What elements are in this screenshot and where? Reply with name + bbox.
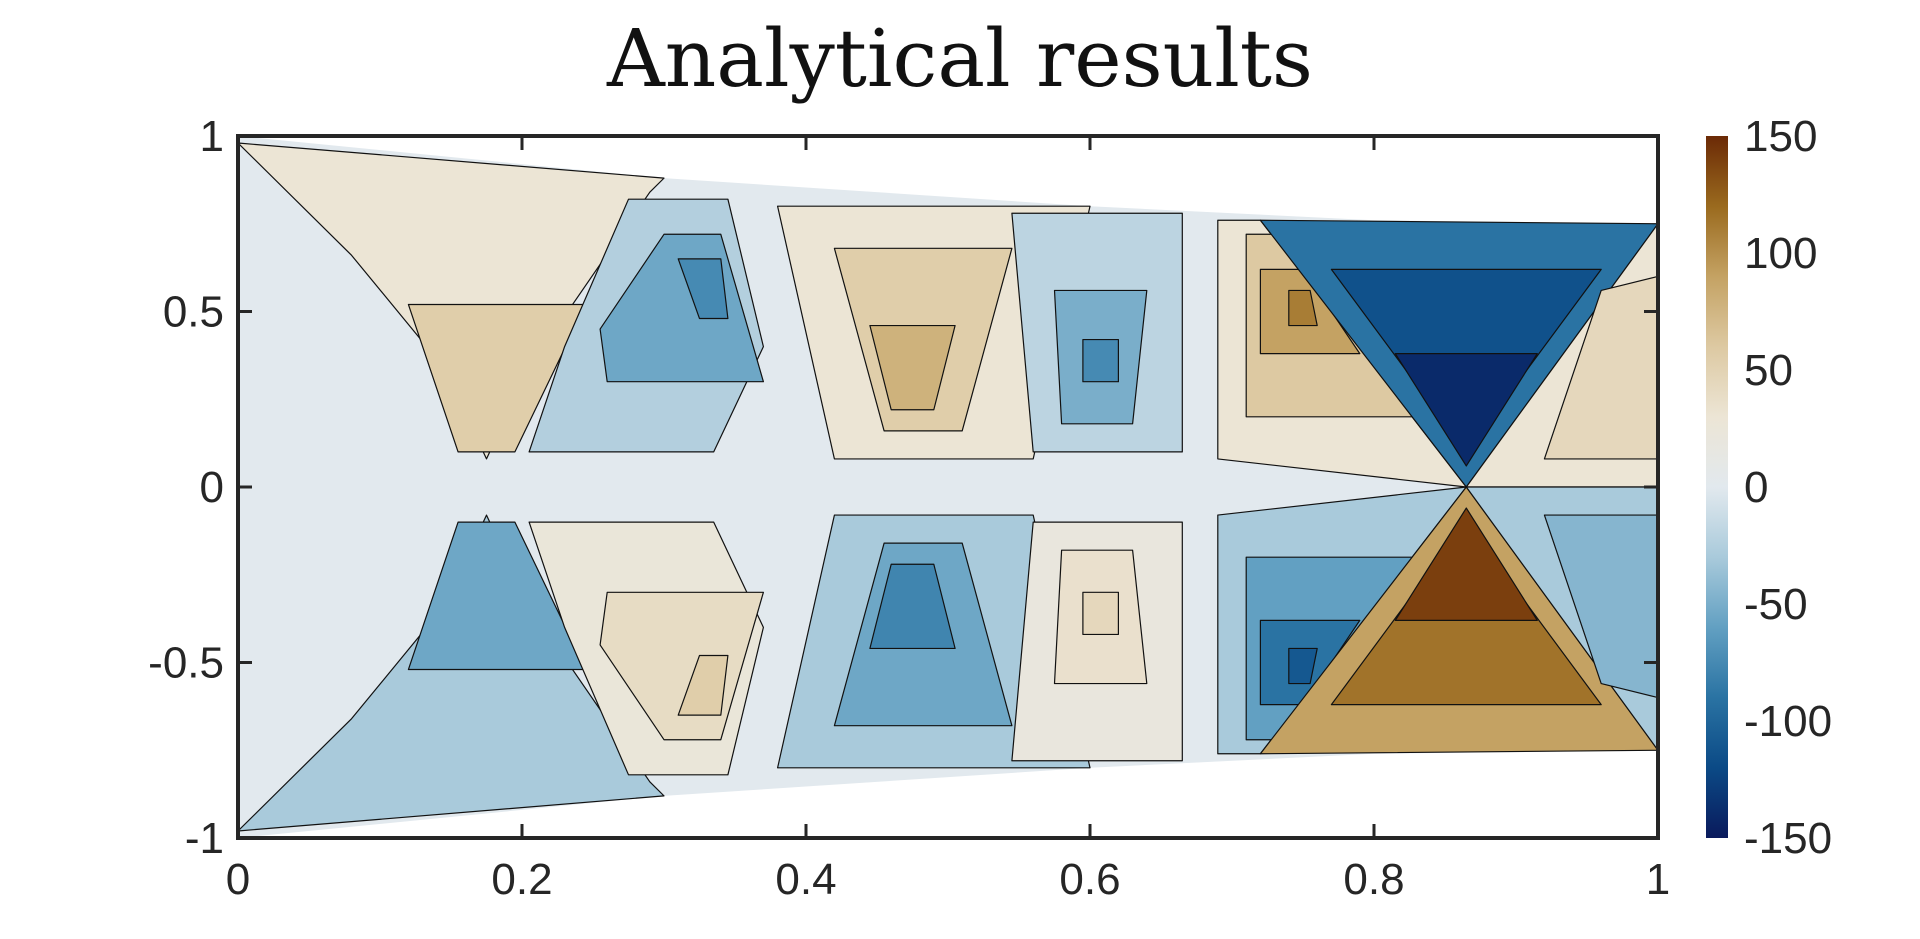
contour-region-17 [1394,353,1538,467]
x-tick-label: 0.8 [1343,855,1404,904]
contour-region-19 [1543,275,1658,460]
y-tick-label: 0 [200,463,224,512]
colorbar-tick-label: 150 [1744,112,1817,161]
contour-region-10 [1082,338,1120,383]
contour-region-4 [677,258,729,320]
colorbar-tick-label: -50 [1744,580,1808,629]
colorbar-tick-label: -100 [1744,697,1832,746]
contour-region-30 [1082,591,1120,636]
contour-region-27 [869,563,956,650]
y-tick-label: 0.5 [163,288,224,337]
x-tick-label: 0.6 [1059,855,1120,904]
x-tick-label: 0.2 [491,855,552,904]
y-tick-label: -0.5 [148,639,224,688]
contour-region-39 [1543,514,1658,699]
contour-region-34 [1288,647,1318,685]
y-tick-label: 1 [200,112,224,161]
axes-layer: 0 0.2 0.4 0.6 0.8 1 1 0.5 0 -0.5 -1 [148,112,1670,904]
colorbar-tick-label: -150 [1744,814,1832,863]
chart-title: Analytical results [606,12,1313,105]
x-tick-label: 0 [226,855,250,904]
colorbar: 150 100 50 0 -50 -100 -150 [1706,112,1832,863]
contour-region-37 [1394,507,1538,621]
colorbar-tick-label: 50 [1744,346,1793,395]
contour-region-7 [869,324,956,411]
colorbar-gradient [1706,136,1728,838]
contour-region-24 [677,654,729,716]
contour-region-21 [407,521,587,671]
contour-region-1 [407,303,587,453]
x-tick-label: 0.4 [775,855,836,904]
colorbar-tick-label: 100 [1744,229,1817,278]
contour-layer [238,142,1658,832]
y-tick-label: -1 [185,814,224,863]
x-tick-label: 1 [1646,855,1670,904]
colorbar-tick-label: 0 [1744,463,1768,512]
contour-region-14 [1288,289,1318,327]
